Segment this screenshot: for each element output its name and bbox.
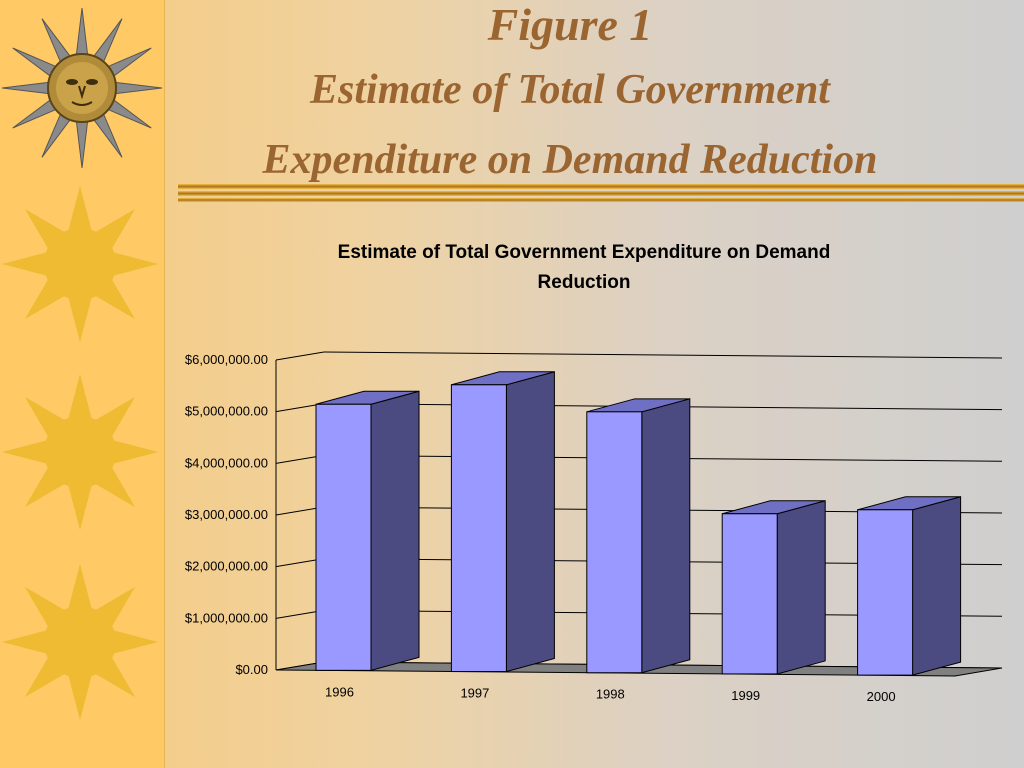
y-tick-label: $4,000,000.00 xyxy=(185,455,268,470)
chart-title-line-2: Reduction xyxy=(537,272,631,293)
figure-label: Figure 1 xyxy=(487,0,653,50)
x-tick-label: 1997 xyxy=(460,686,489,701)
chart-title: Estimate of Total Government Expenditure… xyxy=(274,238,894,298)
bar-side xyxy=(776,500,826,675)
slide-title-line-2: Expenditure on Demand Reduction xyxy=(262,137,878,183)
bar-2000 xyxy=(857,509,914,676)
decorative-sidebar xyxy=(0,0,165,768)
bar-1999 xyxy=(721,513,778,675)
x-tick-label: 2000 xyxy=(867,689,896,704)
x-tick-label: 1999 xyxy=(731,688,760,703)
title-underline xyxy=(178,184,1024,202)
chart-title-line-1: Estimate of Total Government Expenditure… xyxy=(337,242,831,263)
bar-side xyxy=(505,371,555,673)
gridline xyxy=(323,351,1003,359)
sun-icon xyxy=(2,186,158,342)
y-tick-label: $1,000,000.00 xyxy=(185,610,268,625)
sun-icon xyxy=(2,374,158,530)
y-tick-label: $0.00 xyxy=(235,662,268,677)
sun-icon xyxy=(2,564,158,720)
slide-title-line-1: Estimate of Total Government xyxy=(310,67,830,113)
bar-side xyxy=(641,398,691,674)
bar-side xyxy=(370,390,420,672)
y-tick-label: $3,000,000.00 xyxy=(185,507,268,522)
gridline-diagonal xyxy=(275,351,325,361)
bar-1998 xyxy=(586,411,643,674)
x-tick-label: 1998 xyxy=(596,687,625,702)
y-tick-label: $6,000,000.00 xyxy=(185,352,268,367)
bar-1996 xyxy=(315,403,372,671)
y-tick-label: $5,000,000.00 xyxy=(185,404,268,419)
x-tick-label: 1996 xyxy=(325,684,354,699)
bar-1997 xyxy=(450,384,507,673)
sun-face-icon xyxy=(1,7,163,169)
bar-side xyxy=(912,496,962,676)
y-tick-label: $2,000,000.00 xyxy=(185,559,268,574)
